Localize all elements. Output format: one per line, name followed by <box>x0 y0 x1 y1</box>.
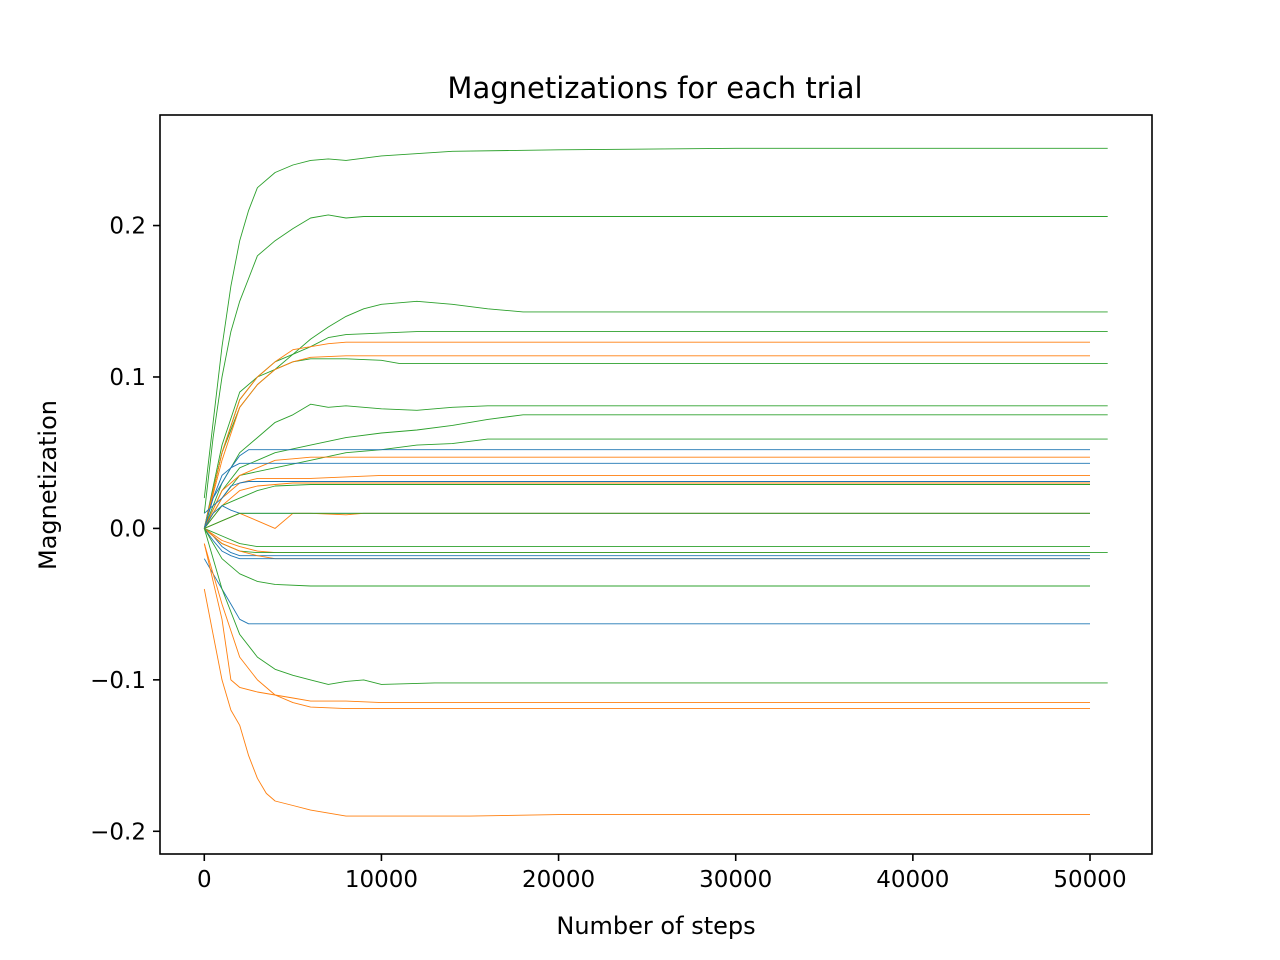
series-line-14 <box>203 474 1090 529</box>
series-line-16 <box>203 482 1090 529</box>
series-line-27 <box>203 528 1090 587</box>
x-tick-label: 0 <box>197 867 212 893</box>
x-tick-label: 30000 <box>699 867 772 893</box>
series-line-30 <box>203 543 1090 704</box>
x-tick-label: 20000 <box>522 867 595 893</box>
series-line-20 <box>204 512 1090 529</box>
series-line-29 <box>203 528 1108 685</box>
series-line-26 <box>203 528 1090 560</box>
x-tick-label: 10000 <box>345 867 418 893</box>
x-tick-label: 50000 <box>1053 867 1126 893</box>
y-tick-label: 0.1 <box>109 365 146 391</box>
x-axis: 0 10000 20000 30000 40000 50000 <box>197 854 1127 893</box>
series-line-8 <box>203 403 1108 529</box>
series-line-6 <box>203 341 1090 529</box>
plot-frame <box>159 114 1153 855</box>
chart-title: Magnetizations for each trial <box>447 71 862 105</box>
series-line-17 <box>203 484 1090 529</box>
y-tick-label: −0.1 <box>90 668 146 694</box>
y-axis: −0.2 −0.1 0.0 0.1 0.2 <box>90 214 160 845</box>
series-line-32 <box>203 588 1090 817</box>
series-line-21 <box>204 527 1090 548</box>
series-line-2 <box>203 214 1108 514</box>
series-line-13 <box>203 462 1090 529</box>
series-line-15 <box>204 481 1090 514</box>
series-line-31 <box>203 543 1090 710</box>
series-layer <box>203 147 1108 817</box>
series-line-1 <box>203 147 1108 499</box>
series-line-10 <box>203 438 1108 529</box>
series-line-7 <box>203 355 1090 529</box>
series-line-9 <box>203 414 1108 529</box>
x-tick-label: 40000 <box>876 867 949 893</box>
y-tick-label: 0.0 <box>109 516 146 542</box>
y-tick-label: 0.2 <box>109 214 146 240</box>
y-axis-label: Magnetization <box>34 400 62 570</box>
x-axis-label: Number of steps <box>556 912 755 940</box>
y-tick-label: −0.2 <box>90 819 146 845</box>
series-line-12 <box>203 456 1090 529</box>
